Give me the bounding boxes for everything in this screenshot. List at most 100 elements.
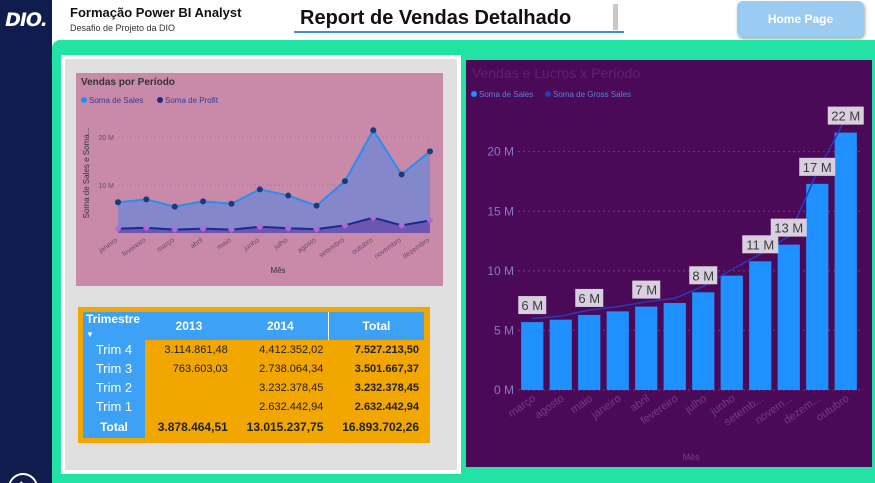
data-label: 7 M — [635, 283, 657, 298]
legend-item: Soma de Gross Sales — [545, 90, 631, 99]
bar — [549, 319, 572, 390]
total-cell: 16.893.702,26 — [342, 420, 419, 434]
row-label[interactable]: Trim 2 — [83, 378, 145, 397]
data-point — [171, 203, 178, 210]
x-tick-label: agosto — [296, 237, 317, 255]
cell: 4.412.352,02 — [259, 343, 324, 356]
line-chart-card[interactable]: Vendas por Período Soma de Sales Soma de … — [76, 73, 443, 286]
data-point — [256, 186, 263, 193]
legend-item: Soma de Sales — [471, 90, 533, 99]
y-tick-label: 20 M — [487, 145, 514, 159]
data-point — [341, 178, 348, 185]
cell: 2.738.064,34 — [259, 362, 324, 375]
x-tick-label: março — [156, 237, 176, 254]
legend-marker — [81, 97, 87, 103]
bar — [720, 275, 743, 390]
report-title: Report de Vendas Detalhado — [294, 3, 624, 33]
bar — [777, 244, 800, 390]
bar — [749, 261, 772, 390]
matrix-total-row: Total 3.878.464,51 13.015.237,75 16.893.… — [83, 416, 424, 438]
data-point — [115, 199, 121, 206]
data-point — [200, 198, 207, 205]
left-panel: Vendas por Período Soma de Sales Soma de … — [61, 55, 461, 474]
legend-marker — [157, 97, 163, 103]
row-label[interactable]: Trim 3 — [83, 359, 145, 378]
bar — [578, 314, 601, 390]
bar — [834, 132, 857, 390]
x-tick-label: dezembro — [402, 237, 432, 261]
x-axis-label: Mês — [682, 452, 700, 462]
bar — [692, 292, 715, 390]
cell: 2.632.442,94 — [354, 400, 419, 413]
data-point — [313, 225, 321, 233]
matrix-header-2013[interactable]: 2013 — [145, 312, 233, 340]
data-point — [171, 226, 179, 234]
series-line — [117, 216, 431, 231]
data-label-bg — [632, 280, 661, 299]
cell: 7.527.213,50 — [354, 343, 419, 356]
bar-chart-card[interactable]: Vendas e Lucros x Período Soma de Sales S… — [466, 60, 872, 467]
data-label: 13 M — [774, 221, 803, 236]
data-label-bg — [742, 235, 779, 254]
legend-item: Soma de Sales — [81, 96, 143, 105]
x-tick-label: julho — [682, 393, 709, 417]
x-tick-label: julho — [272, 237, 289, 252]
total-cell: 3.878.464,51 — [157, 420, 228, 434]
bar — [663, 303, 686, 390]
x-tick-label: outubro — [351, 237, 375, 256]
x-tick-label: agosto — [533, 393, 567, 422]
left-rail — [0, 40, 52, 483]
x-tick-label: janeiro — [97, 237, 119, 255]
main-canvas: Vendas por Período Soma de Sales Soma de … — [52, 40, 875, 483]
data-label: 17 M — [803, 160, 832, 175]
y-tick-label: 10 M — [98, 183, 114, 190]
matrix-header-trimestre[interactable]: Trimestre ▼ — [83, 312, 145, 340]
home-page-button[interactable]: Home Page — [737, 1, 864, 37]
data-point — [398, 171, 405, 178]
data-point — [199, 225, 207, 233]
total-cell: 13.015.237,75 — [246, 420, 324, 434]
legend-marker — [471, 91, 477, 97]
header: DIO. Formação Power BI Analyst Desafio d… — [0, 0, 875, 40]
left-panel-inner: Vendas por Período Soma de Sales Soma de … — [65, 59, 457, 470]
matrix-header-total[interactable]: Total — [327, 312, 424, 340]
x-tick-label: janeiro — [589, 393, 624, 422]
data-label: 11 M — [746, 237, 774, 252]
x-tick-label: outubro — [814, 393, 851, 424]
matrix-row: Trim 3 763.603,03 2.738.064,34 3.501.667… — [83, 359, 424, 378]
y-tick-label: 0 M — [494, 383, 514, 397]
data-point — [143, 196, 150, 203]
cell — [145, 397, 233, 416]
bar — [521, 322, 544, 390]
data-label-bg — [575, 288, 604, 307]
y-tick-label: 5 M — [494, 323, 514, 337]
sales-matrix[interactable]: Trimestre ▼ 2013 2014 Total Trim 4 3.114.… — [78, 307, 430, 443]
legend-label: Soma de Profit — [165, 96, 219, 105]
x-tick-label: junho — [242, 237, 261, 253]
data-label-bg — [799, 157, 836, 176]
matrix-row: Trim 2 3.232.378,45 3.232.378,45 — [83, 378, 424, 397]
bar-chart-title: Vendas e Lucros x Período — [472, 65, 641, 81]
data-point — [370, 127, 377, 134]
data-point — [426, 216, 434, 225]
data-label: 22 M — [831, 109, 860, 124]
data-label: 6 M — [521, 298, 543, 313]
matrix-table: Trimestre ▼ 2013 2014 Total Trim 4 3.114.… — [83, 312, 424, 438]
sort-down-icon[interactable]: ▼ — [86, 330, 94, 339]
back-arrow-icon[interactable] — [8, 473, 38, 483]
legend-item: Soma de Profit — [157, 96, 219, 105]
series-area — [118, 130, 430, 233]
title-divider — [613, 4, 618, 30]
row-label[interactable]: Trim 4 — [83, 340, 145, 359]
y-tick-label: 20 M — [98, 135, 114, 142]
matrix-header-2014[interactable]: 2014 — [232, 312, 329, 340]
x-tick-label: novembro — [373, 237, 403, 261]
dio-logo: DIO. — [0, 0, 52, 40]
data-point — [114, 225, 122, 233]
x-tick-label: setembro — [318, 237, 346, 260]
x-tick-label: maio — [216, 237, 233, 251]
data-point — [284, 224, 292, 232]
row-label[interactable]: Trim 1 — [83, 397, 145, 416]
bar — [606, 311, 629, 390]
